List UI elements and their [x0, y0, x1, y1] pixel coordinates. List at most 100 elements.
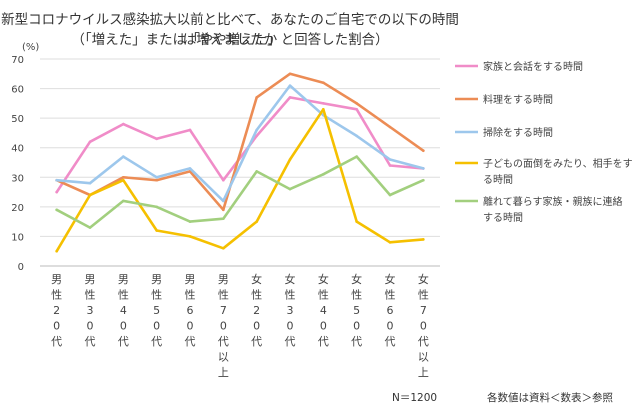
- legend-label: 料理をする時間: [483, 93, 553, 106]
- series-path: [55, 84, 425, 203]
- x-tick-char: 代: [51, 335, 62, 348]
- x-tick-char: 代: [218, 335, 229, 348]
- x-tick-char: 4: [120, 304, 127, 317]
- x-tick-char: 6: [187, 304, 194, 317]
- data-point: [55, 190, 58, 194]
- x-tick-char: 0: [120, 320, 127, 333]
- x-tick-char: 0: [387, 320, 394, 333]
- data-point: [88, 226, 92, 229]
- data-point: [288, 72, 292, 76]
- x-tick-char: 0: [353, 320, 360, 333]
- data-point: [255, 128, 258, 132]
- y-tick-label: 40: [11, 144, 24, 155]
- x-tick-char: 女: [285, 272, 296, 286]
- data-point: [322, 102, 325, 105]
- x-tick-char: 0: [420, 320, 427, 333]
- series-lines: [55, 72, 425, 253]
- x-tick-char: 代: [85, 335, 96, 348]
- data-point: [55, 249, 58, 253]
- series-path: [55, 108, 425, 253]
- legend: 家族と会話をする時間料理をする時間掃除をする時間子どもの面倒をみたり、相手をする…: [455, 60, 633, 224]
- x-tick-char: 0: [320, 320, 327, 333]
- x-tick-char: 代: [251, 335, 262, 348]
- x-tick-char: 以: [418, 351, 429, 364]
- x-tick-char: 上: [218, 366, 229, 379]
- chart-title: 新型コロナウイルス感染拡大以前と比べて、あなたのご自宅での以下の時間は増えました…: [1, 12, 459, 48]
- x-tick-char: 5: [353, 304, 360, 317]
- data-point: [322, 173, 325, 176]
- data-point: [388, 158, 392, 161]
- x-tick-char: 男: [218, 273, 229, 286]
- x-tick-label: 女性 6 0 代: [385, 272, 396, 348]
- data-point: [155, 175, 158, 179]
- data-point: [355, 220, 358, 223]
- data-point: [422, 167, 425, 170]
- data-point: [322, 81, 325, 84]
- x-tick-char: 男: [151, 273, 162, 286]
- x-tick-char: 4: [320, 304, 327, 317]
- y-tick-label: 60: [11, 85, 24, 96]
- data-point: [122, 175, 125, 179]
- x-tick-char: 性: [151, 288, 162, 302]
- x-tick-char: 女: [385, 272, 396, 286]
- data-point: [88, 140, 92, 144]
- x-tick-label: 男性 3 0 代: [85, 273, 96, 348]
- legend-item: 家族と会話をする時間: [455, 60, 583, 73]
- x-tick-char: 0: [53, 320, 60, 333]
- x-tick-char: 上: [418, 366, 429, 379]
- x-tick-char: 0: [253, 320, 260, 333]
- data-point: [222, 217, 225, 220]
- x-tick-char: 性: [418, 288, 429, 302]
- x-tick-char: 性: [51, 288, 62, 302]
- legend-label: る時間: [483, 174, 513, 186]
- data-point: [355, 102, 358, 105]
- x-tick-char: 0: [287, 320, 294, 333]
- x-tick-char: 0: [153, 320, 160, 333]
- x-tick-label: 男性 4 0 代: [118, 273, 129, 348]
- data-point: [288, 96, 292, 99]
- x-tick-char: 性: [351, 288, 362, 302]
- data-point: [288, 187, 292, 191]
- data-point: [188, 235, 192, 238]
- x-tick-label: 女性 3 0 代: [285, 272, 296, 348]
- data-point: [288, 158, 292, 161]
- x-tick-label: 男性 6 0 代: [185, 273, 196, 348]
- x-tick-char: 代: [318, 335, 329, 348]
- data-point: [422, 178, 425, 182]
- x-tick-char: 7: [420, 304, 427, 317]
- x-tick-char: 0: [220, 320, 227, 333]
- x-tick-char: 性: [85, 288, 96, 302]
- data-point: [355, 134, 358, 138]
- legend-item: 掃除をする時間: [455, 126, 553, 139]
- x-tick-char: 男: [118, 273, 129, 286]
- x-tick-label: 男性 2 0 代: [51, 273, 62, 348]
- legend-label: 離れて暮らす家族・親族に連絡: [483, 195, 623, 208]
- x-tick-char: 性: [385, 288, 396, 302]
- x-tick-char: 女: [318, 272, 329, 286]
- data-point: [122, 178, 125, 182]
- legend-label: 子どもの面倒をみたり、相手をす: [483, 157, 633, 170]
- data-point: [122, 122, 125, 126]
- data-point: [55, 208, 58, 212]
- x-tick-char: 男: [51, 273, 62, 286]
- x-tick-char: 2: [53, 304, 60, 317]
- series-line: [55, 155, 425, 229]
- y-tick-label: 70: [11, 55, 24, 66]
- data-point: [155, 205, 158, 209]
- legend-label: する時間: [483, 212, 523, 224]
- data-point: [88, 181, 92, 185]
- x-tick-char: 5: [153, 304, 160, 317]
- x-tick-char: 代: [285, 335, 296, 348]
- series-path: [55, 72, 425, 212]
- x-tick-char: 女: [251, 272, 262, 286]
- data-point: [388, 164, 392, 167]
- x-tick-label: 女性 2 0 代: [251, 272, 262, 348]
- x-tick-label: 女性 7 0 代以上: [418, 272, 429, 379]
- legend-item: 料理をする時間: [455, 93, 553, 106]
- x-tick-char: 女: [418, 272, 429, 286]
- data-point: [255, 134, 258, 138]
- data-point: [288, 84, 292, 87]
- data-point: [255, 96, 258, 99]
- x-tick-char: 2: [253, 304, 260, 317]
